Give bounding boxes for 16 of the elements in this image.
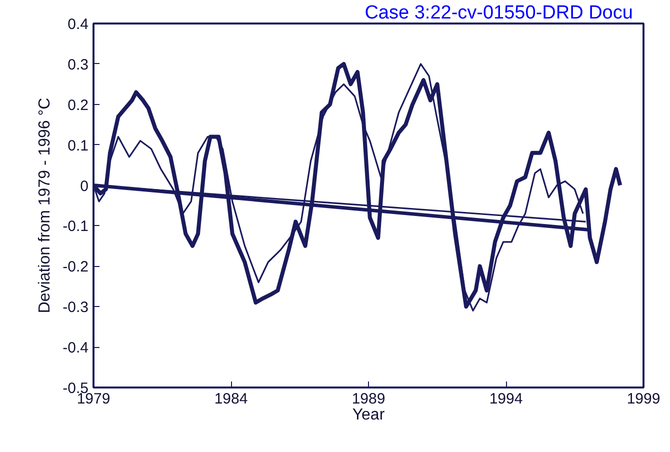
y-tick-label: 0 — [80, 178, 88, 195]
x-tick-label: 1999 — [626, 390, 660, 408]
annotation: Case 3:22-cv-01550-DRD Docu — [364, 2, 633, 24]
y-tick-label: 0.3 — [68, 56, 89, 74]
y-tick-label: 0.4 — [68, 16, 89, 33]
y-tick-label: -0.4 — [62, 340, 89, 357]
y-tick-label: -0.1 — [62, 218, 89, 236]
x-tick-label: 1994 — [489, 390, 523, 408]
y-axis-title: Deviation from 1979 - 1996 °C — [36, 98, 54, 314]
x-tick-label: 1989 — [352, 390, 386, 408]
y-tick-label: 0.1 — [68, 137, 89, 154]
y-tick-label: 0.2 — [68, 96, 89, 114]
y-tick-label: -0.3 — [62, 299, 89, 316]
x-tick-label: 1984 — [214, 390, 248, 408]
y-tick-label: -0.2 — [62, 258, 89, 276]
x-axis-title: Year — [352, 406, 386, 424]
